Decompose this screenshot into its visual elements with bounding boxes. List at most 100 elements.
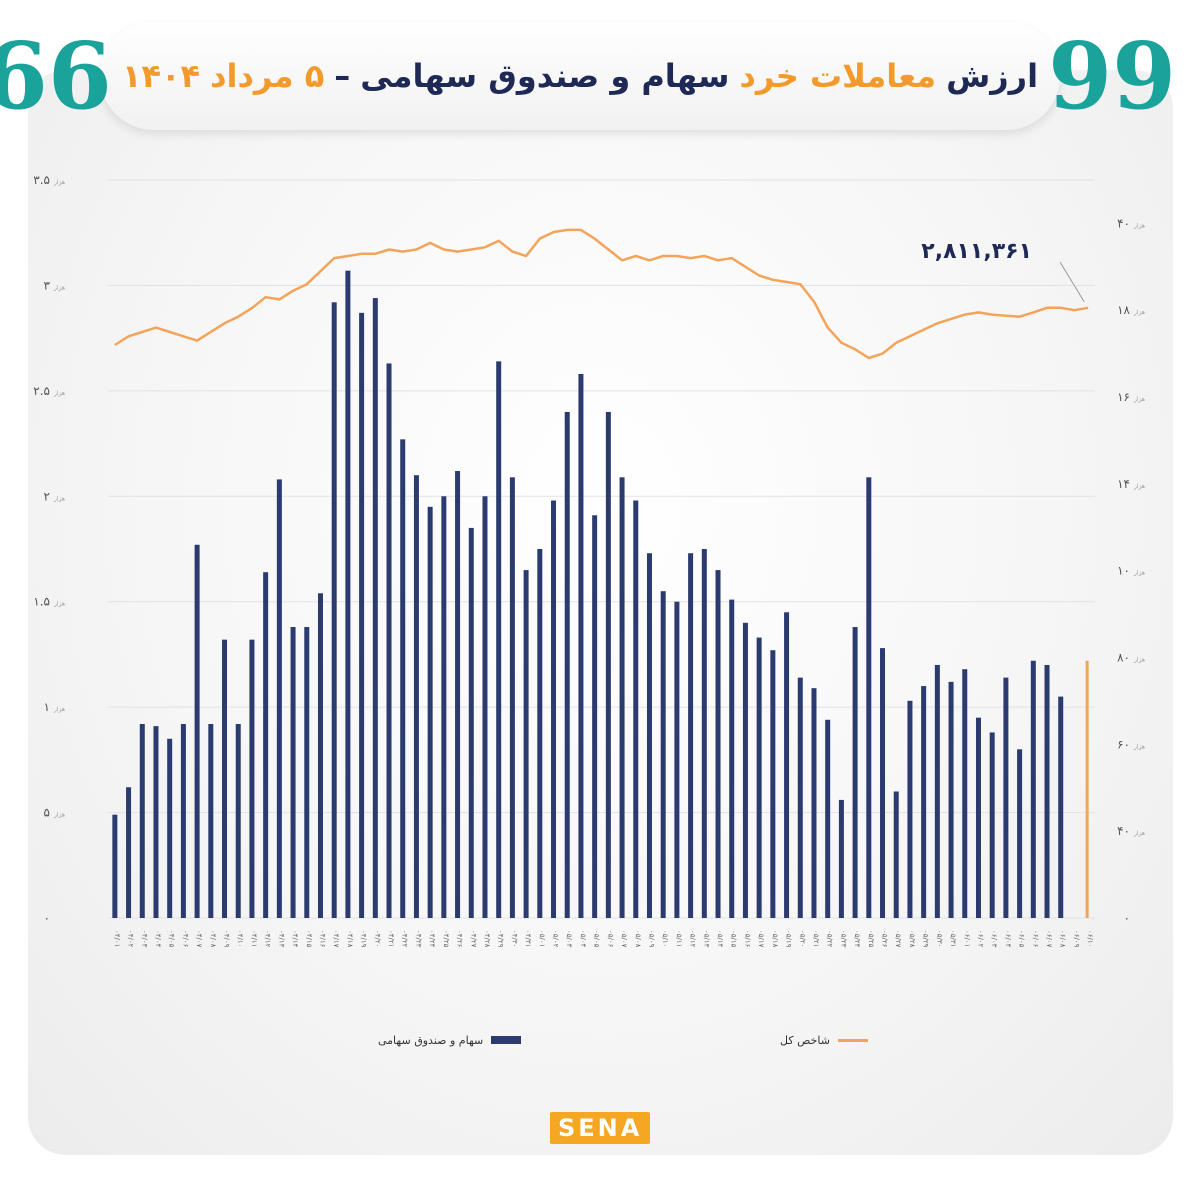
- right-tick-unit: هزار: [1133, 830, 1145, 837]
- bar: [523, 570, 529, 918]
- x-tick-label: ۰۴/۲۳: [414, 930, 422, 948]
- x-tick-label: ۰۵/۱۵: [730, 930, 738, 948]
- bar: [564, 411, 570, 918]
- x-tick-label: ۰۴/۱۱: [250, 930, 258, 947]
- grid-lines: [108, 179, 1095, 919]
- right-tick-unit: هزار: [1133, 483, 1145, 490]
- left-tick-label: ۲: [44, 489, 50, 503]
- x-tick-label: ۰۵/۲۴: [853, 930, 861, 948]
- x-tick-label: ۰۴/۲۸: [483, 930, 491, 948]
- annotation: ۲,۸۱۱,۳۶۱: [921, 239, 1085, 303]
- chart-background: [28, 70, 1173, 1155]
- bar: [742, 622, 748, 918]
- x-tick-label: ۰۴/۲۰: [373, 930, 381, 947]
- bar: [304, 627, 310, 918]
- left-tick-unit: هزار: [53, 812, 65, 819]
- line-series: [114, 228, 1089, 360]
- x-tick-label: ۰۴/۰۴: [154, 930, 162, 948]
- x-tick-label: ۰۶/۰۶: [1031, 930, 1039, 948]
- bar: [551, 500, 557, 918]
- bar: [975, 717, 981, 918]
- x-tick-label: ۰۵/۰۶: [606, 930, 614, 948]
- annotation-leader: [1059, 261, 1085, 303]
- bar: [633, 500, 639, 918]
- bar: [208, 724, 214, 918]
- bar: [770, 650, 776, 918]
- sena-logo: SENA: [550, 1112, 651, 1144]
- logo-text: SENA: [550, 1112, 651, 1144]
- x-tick-label: ۰۶/۰۵: [1018, 930, 1026, 948]
- x-tick-label: ۰۴/۱۹: [360, 930, 368, 948]
- bar: [345, 270, 351, 918]
- x-tick-label: ۰۵/۳۱: [949, 930, 957, 947]
- x-tick-label: ۰۴/۱۰: [236, 930, 244, 947]
- x-tick-label: ۰۶/۰۴: [1004, 930, 1012, 948]
- bar: [359, 312, 365, 919]
- x-tick-label: ۰۶/۰۲: [976, 930, 984, 948]
- bar: [496, 361, 502, 918]
- title-part-3: سهام و صندوق سهامی: [360, 57, 730, 95]
- x-tick-label: ۰۵/۲۱: [812, 930, 820, 947]
- bar: [222, 639, 228, 918]
- bar: [400, 439, 406, 918]
- x-tick-label: ۰۵/۱۴: [716, 930, 724, 948]
- legend-bar-swatch: [491, 1036, 522, 1044]
- x-tick-label: ۰۴/۱۴: [291, 930, 299, 948]
- bar: [784, 612, 790, 918]
- x-tick-label: ۰۴/۲۹: [497, 930, 505, 948]
- title-part-2: معاملات خرد: [739, 57, 937, 95]
- x-tick-label: ۰۴/۲۶: [456, 930, 464, 948]
- bar: [235, 724, 241, 918]
- x-tick-label: ۰۴/۲۴: [428, 930, 436, 948]
- bar: [331, 302, 337, 919]
- x-tick-label: ۰۵/۲۲: [826, 930, 834, 948]
- x-tick-label: ۰۵/۰۸: [634, 930, 642, 948]
- x-tick-label: ۰۴/۰۳: [140, 930, 148, 948]
- right-tick-label: ۱۸: [1117, 303, 1130, 317]
- x-tick-label: ۰۴/۲۲: [401, 930, 409, 948]
- x-tick-label: ۰۴/۰۲: [127, 930, 135, 948]
- legend-line: شاخص کل: [780, 1030, 868, 1050]
- bar: [701, 549, 707, 918]
- bar: [646, 553, 652, 918]
- right-tick-unit: هزار: [1133, 396, 1145, 403]
- annotation-value: ۲,۸۱۱,۳۶۱: [921, 239, 1032, 264]
- bar: [194, 544, 200, 918]
- bar: [372, 298, 378, 919]
- left-tick-label: ۳.۵: [33, 173, 50, 187]
- bar: [729, 599, 735, 918]
- bar: [838, 799, 844, 918]
- bar: [290, 627, 296, 918]
- x-tick-label: ۰۴/۱۷: [332, 930, 340, 948]
- x-tick-label: ۰۵/۰۹: [647, 930, 655, 948]
- right-tick-unit: هزار: [1133, 222, 1145, 229]
- x-tick-label: ۰۵/۲۶: [881, 930, 889, 948]
- left-tick-unit: هزار: [53, 284, 65, 291]
- x-tick-label: ۰۵/۱۱: [675, 930, 683, 947]
- x-tick-label: ۰۵/۰۵: [593, 930, 601, 948]
- bar: [153, 726, 159, 918]
- x-tick-label: ۰۶/۰۷: [1045, 930, 1053, 948]
- bar: [852, 627, 858, 918]
- right-tick-label: ۱۶: [1117, 390, 1130, 404]
- bar: [537, 549, 543, 918]
- right-tick-label: ۱۰: [1117, 564, 1130, 578]
- bar: [907, 700, 913, 918]
- bar: [413, 475, 419, 918]
- bar: [112, 814, 118, 918]
- x-tick-label: ۰۵/۳۰: [935, 930, 943, 947]
- x-tick-label: ۰۵/۱۷: [757, 930, 765, 948]
- right-tick-unit: هزار: [1133, 309, 1145, 316]
- x-tick-label: ۰۴/۱۲: [264, 930, 272, 948]
- bar: [866, 477, 872, 918]
- x-tick-label: ۰۵/۱۰: [661, 930, 669, 947]
- x-tick-label: ۰۶/۰۳: [990, 930, 998, 948]
- title-banner: 99 ارزش معاملات خرد سهام و صندوق سهامی –…: [0, 22, 1176, 130]
- x-tick-label: ۰۵/۱۳: [702, 930, 710, 948]
- bar: [989, 732, 995, 918]
- right-tick-label: ۱۴: [1117, 477, 1130, 491]
- bar: [893, 791, 899, 918]
- x-tick-label: ۰۴/۰۵: [168, 930, 176, 948]
- x-tick-label: ۰۵/۱۸: [771, 930, 779, 948]
- x-tick-label: ۰۶/۰۸: [1059, 930, 1067, 948]
